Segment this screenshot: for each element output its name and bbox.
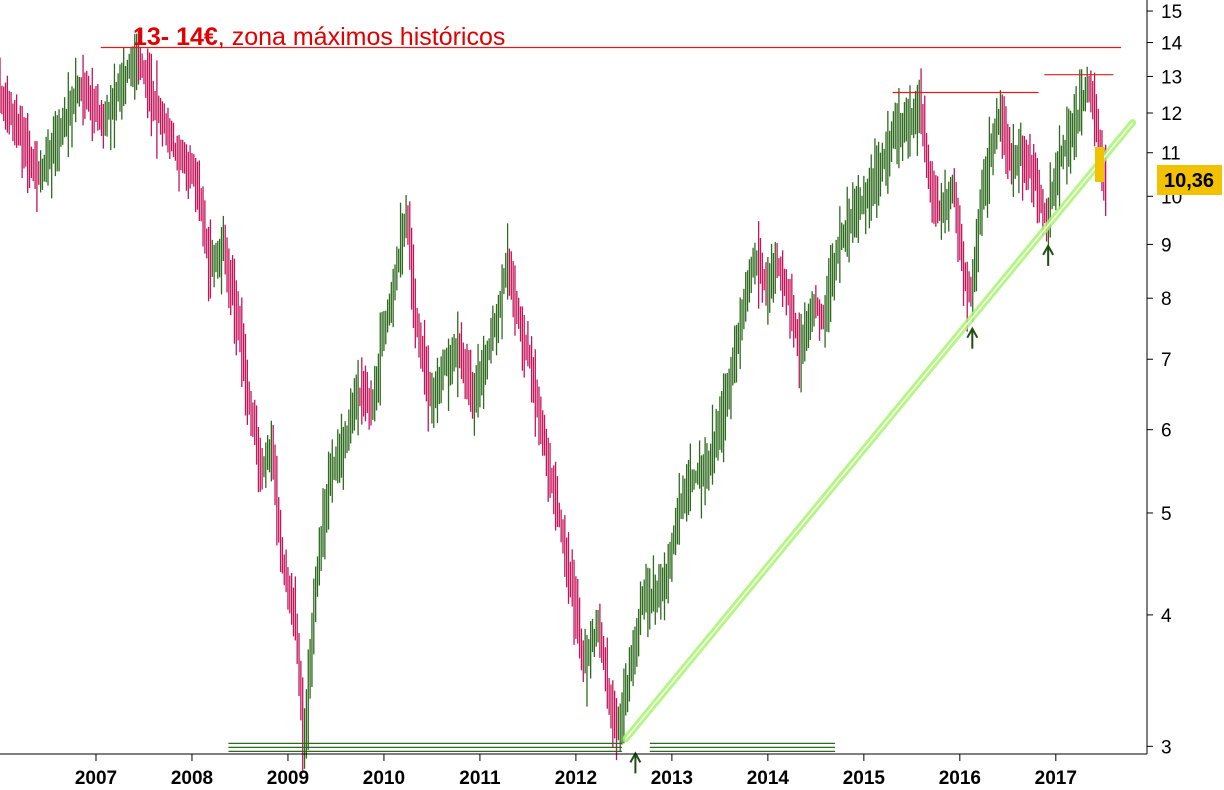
- x-axis: 2007 2008 2009 2010 2011 2012 2013 2014 2015 2016…: [75, 754, 1077, 789]
- x-tick-label: 2009: [267, 768, 309, 789]
- support-arrow-head: [629, 751, 642, 763]
- x-tick-label: 2007: [75, 768, 117, 789]
- y-tick-label: 8: [1161, 289, 1172, 310]
- x-tick-label: 2008: [171, 768, 213, 789]
- last-price-highlight-bar: [1095, 147, 1104, 182]
- y-tick-label: 15: [1161, 2, 1182, 23]
- y-tick-label: 11: [1161, 144, 1181, 165]
- ohlc-bars: [0, 31, 1107, 771]
- annotations: [100, 46, 1137, 774]
- y-tick-label: 13: [1161, 67, 1182, 88]
- y-tick-label: 12: [1161, 104, 1182, 125]
- chart-title: 13- 14€, zona máximos históricos: [133, 23, 505, 51]
- x-tick-label: 2013: [651, 768, 693, 789]
- last-price-marker: 10,36: [1095, 147, 1222, 195]
- y-tick-label: 5: [1161, 504, 1172, 525]
- y-tick-label: 4: [1161, 606, 1172, 627]
- y-tick-label: 14: [1161, 34, 1183, 55]
- trendline-core: [625, 122, 1134, 740]
- support-arrow-head: [1042, 243, 1055, 256]
- y-tick-label: 6: [1161, 421, 1172, 442]
- last-price-label-box: [1157, 165, 1222, 195]
- x-tick-label: 2011: [459, 768, 501, 789]
- x-tick-label: 2014: [747, 768, 790, 789]
- last-price-label: 10,36: [1164, 170, 1214, 192]
- x-tick-label: 2012: [555, 768, 597, 789]
- chart-title-bold: 13- 14€: [133, 23, 218, 51]
- x-tick-label: 2016: [939, 768, 981, 789]
- y-tick-label: 3: [1161, 737, 1172, 758]
- chart-title-rest: , zona máximos históricos: [218, 23, 506, 51]
- y-tick-label: 7: [1161, 350, 1172, 371]
- support-arrow-head: [966, 326, 979, 339]
- x-tick-label: 2015: [843, 768, 886, 789]
- y-tick-label: 9: [1161, 235, 1172, 256]
- x-tick-label: 2010: [363, 768, 405, 789]
- x-tick-label: 2017: [1035, 768, 1077, 789]
